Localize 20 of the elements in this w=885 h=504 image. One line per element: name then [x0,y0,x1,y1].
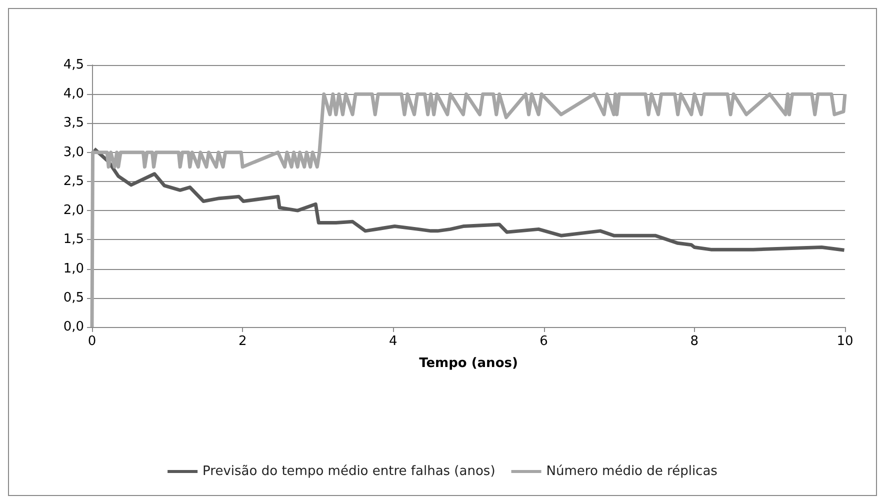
y-tick-label: 0,5 [63,290,84,306]
line-series [90,92,847,329]
x-axis-title: Tempo (anos) [419,356,518,371]
y-tick-label: 0,0 [63,320,84,334]
x-tick-label: 0 [88,334,96,349]
x-tick-label: 6 [540,334,548,349]
y-tick-label: 1,5 [63,232,84,248]
x-tick-label: 2 [238,334,247,349]
y-tick-label: 4,5 [63,58,84,72]
y-tick-label: 1,0 [63,261,84,276]
x-tick-label: 10 [836,334,854,349]
y-tick-label: 3,5 [63,116,84,131]
y-tick-label: 2,0 [63,203,84,218]
legend-label: Número médio de réplicas [546,464,718,479]
y-tick-label: 2,5 [63,174,84,189]
x-tick-label: 8 [690,334,699,349]
y-tick-label: 3,0 [63,144,84,160]
legend-label: Previsão do tempo médio entre falhas (anos) [202,464,496,479]
x-tick-label: 4 [389,334,398,349]
y-tick-label: 4,0 [63,86,84,102]
